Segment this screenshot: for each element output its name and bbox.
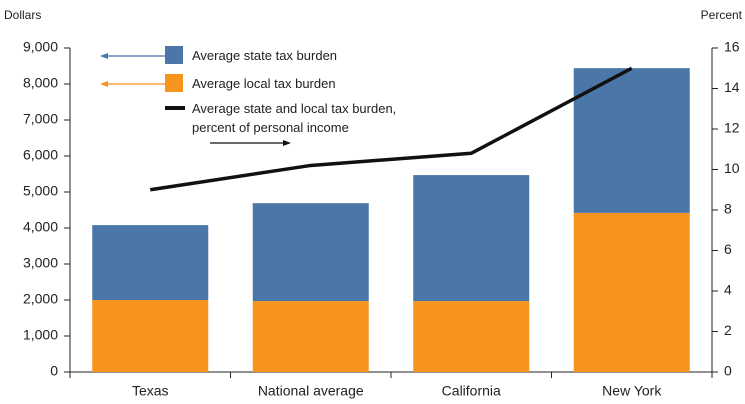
- bar-segment: [413, 301, 530, 372]
- x-tick-label: New York: [602, 383, 662, 399]
- y2-axis-label: Percent: [701, 8, 743, 22]
- y2-tick-label: 0: [724, 363, 732, 379]
- x-tick-label: Texas: [132, 383, 169, 399]
- y-tick-label: 6,000: [23, 147, 58, 163]
- arrow-head: [100, 81, 108, 87]
- y2-tick-label: 16: [724, 39, 740, 55]
- bar-segment: [92, 300, 209, 372]
- y-tick-label: 9,000: [23, 39, 58, 55]
- legend-arrows: [100, 53, 291, 146]
- x-tick-label: National average: [258, 383, 364, 399]
- y-axis-label: Dollars: [4, 8, 41, 22]
- arrow-head: [283, 140, 291, 146]
- y-tick-label: 5,000: [23, 183, 58, 199]
- y-tick-label: 4,000: [23, 219, 58, 235]
- line-series: [149, 66, 633, 192]
- legend-label: Average state tax burden: [192, 48, 338, 63]
- bar-segment: [252, 301, 369, 372]
- bar-segment: [92, 225, 209, 300]
- y-tick-label: 1,000: [23, 327, 58, 343]
- y2-tick-label: 4: [724, 282, 732, 298]
- bar-segment: [252, 203, 369, 302]
- arrow-head: [100, 53, 108, 59]
- y-tick-label: 2,000: [23, 291, 58, 307]
- y-tick-label: 8,000: [23, 75, 58, 91]
- legend-label: Average local tax burden: [192, 76, 336, 91]
- y2-tick-label: 2: [724, 322, 732, 338]
- bar-segment: [573, 212, 690, 372]
- y-tick-label: 3,000: [23, 255, 58, 271]
- y-tick-label: 7,000: [23, 111, 58, 127]
- legend-swatch: [165, 46, 183, 64]
- y2-tick-label: 10: [724, 160, 740, 176]
- legend-label: Average state and local tax burden, perc…: [192, 101, 397, 135]
- legend-swatch: [165, 106, 185, 110]
- y2-tick-label: 6: [724, 241, 732, 257]
- legend-swatch: [165, 74, 183, 92]
- bar-segment: [573, 68, 690, 213]
- y-tick-label: 0: [50, 363, 58, 379]
- y2-tick-label: 12: [724, 120, 740, 136]
- y2-tick-label: 8: [724, 201, 732, 217]
- x-tick-label: California: [442, 383, 501, 399]
- bar-segment: [413, 175, 530, 302]
- y2-tick-label: 14: [724, 79, 740, 95]
